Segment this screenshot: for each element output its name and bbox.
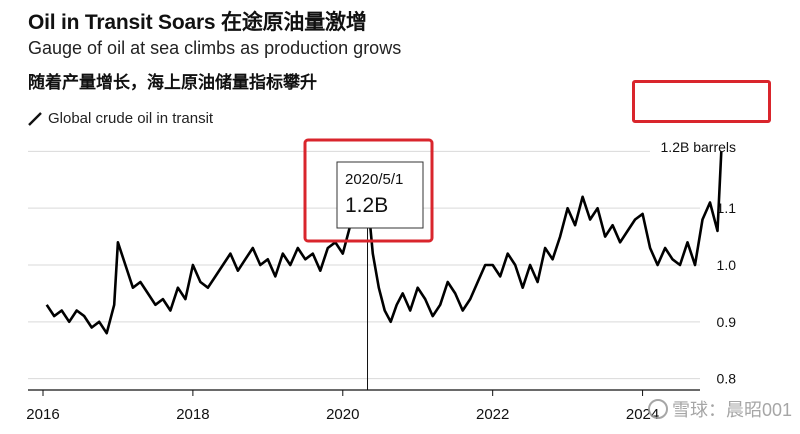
y-tick-label: 0.8	[717, 371, 737, 387]
snowball-icon	[647, 399, 668, 419]
watermark-text: 雪球：晨昭001	[671, 400, 792, 420]
watermark: 雪球：晨昭001	[647, 396, 792, 422]
series-line	[45, 151, 723, 335]
chart-title: Oil in Transit Soars 在途原油量激增	[28, 11, 367, 34]
x-axis: 2016 2018 2020 2022 2024	[26, 390, 659, 423]
x-tick-label: 2022	[476, 406, 509, 423]
annotation-value: 1.2B	[345, 194, 388, 217]
highlight-box-top-right	[632, 80, 771, 123]
highlight-box-peak	[303, 138, 434, 243]
legend-line-icon	[28, 111, 42, 126]
y-tick-label: 0.9	[717, 314, 737, 330]
x-tick-label: 2020	[326, 406, 359, 423]
chart-subtitle-zh: 随着产量增长，海上原油储量指标攀升	[28, 73, 317, 92]
y-tick-label: 1.0	[717, 257, 737, 273]
x-tick-label: 2018	[176, 406, 209, 423]
annotation-callout: 2020/5/1 1.2B	[336, 161, 424, 229]
legend-label: Global crude oil in transit	[48, 110, 214, 127]
x-tick-label: 2016	[26, 406, 59, 423]
legend: Global crude oil in transit	[28, 110, 213, 127]
y-axis: 0.8 0.9 1.0 1.1	[717, 200, 737, 386]
chart-subtitle: Gauge of oil at sea climbs as production…	[28, 38, 402, 58]
annotation-date: 2020/5/1	[345, 171, 403, 188]
top-axis-label: 1.2B barrels	[661, 139, 736, 155]
y-tick-label: 1.1	[717, 200, 737, 216]
